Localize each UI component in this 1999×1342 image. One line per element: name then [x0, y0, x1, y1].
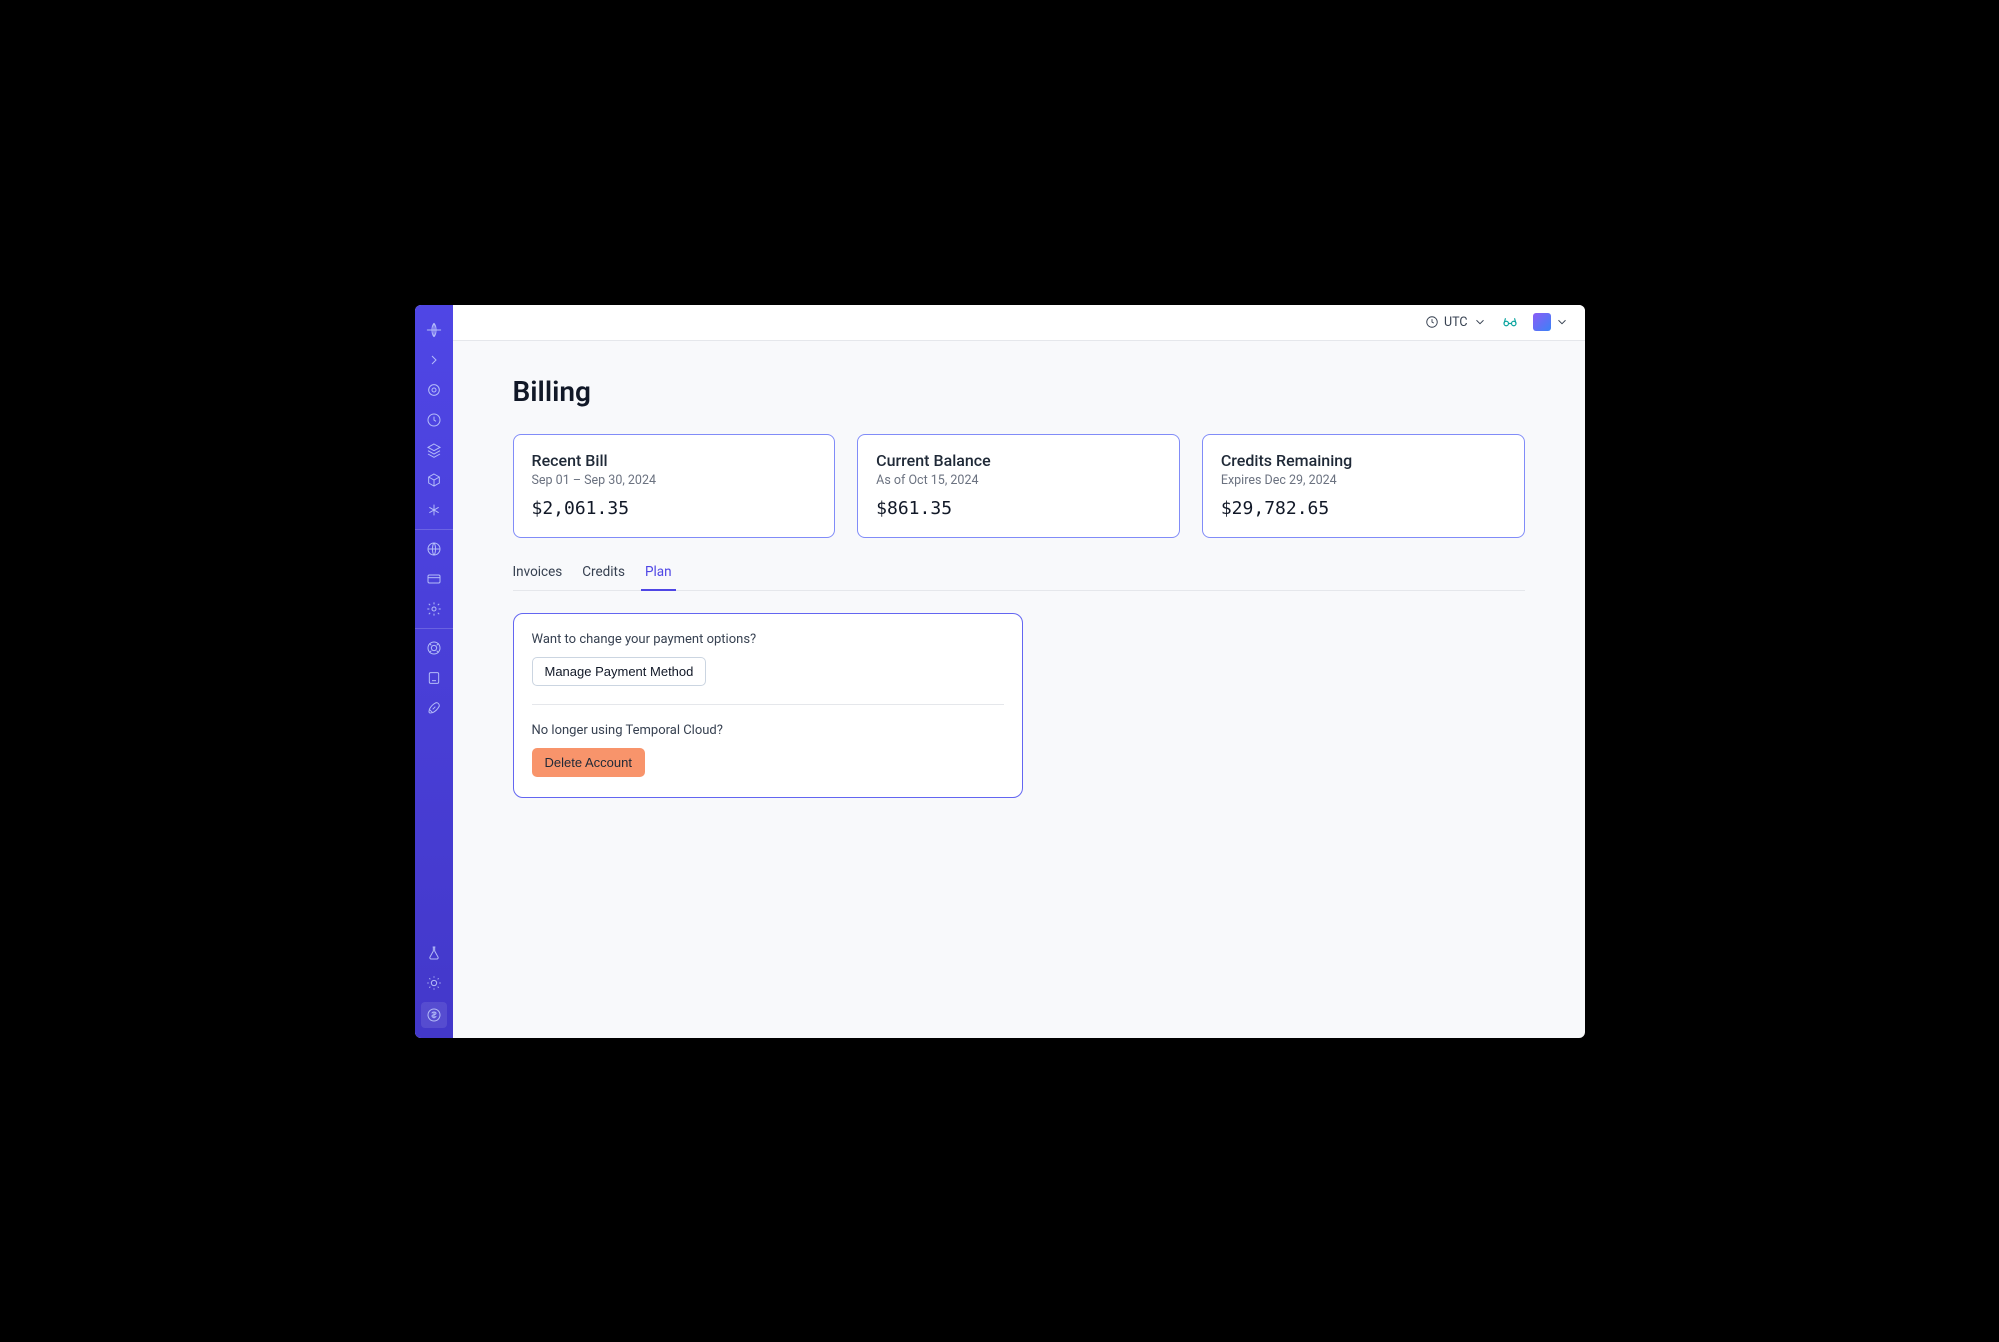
user-menu[interactable] [1533, 313, 1569, 331]
tabs: Invoices Credits Plan [513, 556, 1525, 591]
chevron-right-icon[interactable] [415, 345, 453, 375]
sidebar-divider-2 [415, 628, 453, 629]
card-value: $861.35 [876, 498, 1161, 519]
timezone-label: UTC [1444, 315, 1468, 330]
tab-credits[interactable]: Credits [582, 556, 625, 590]
clock-icon [1425, 315, 1439, 329]
clock-icon[interactable] [415, 405, 453, 435]
target-icon[interactable] [415, 375, 453, 405]
flask-icon[interactable] [415, 938, 453, 968]
payment-question-text: Want to change your payment options? [532, 632, 1004, 647]
manage-payment-button[interactable]: Manage Payment Method [532, 657, 707, 686]
card-recent-bill: Recent Bill Sep 01 – Sep 30, 2024 $2,061… [513, 434, 836, 538]
card-title: Current Balance [876, 451, 1161, 470]
asterisk-icon[interactable] [415, 495, 453, 525]
card-subtitle: Sep 01 – Sep 30, 2024 [532, 473, 817, 488]
glasses-icon[interactable] [1501, 313, 1519, 331]
card-title: Recent Bill [532, 451, 817, 470]
credit-card-icon[interactable] [415, 564, 453, 594]
tab-invoices[interactable]: Invoices [513, 556, 563, 590]
rocket-icon[interactable] [415, 693, 453, 723]
sidebar-divider [415, 529, 453, 530]
chevron-down-icon [1555, 315, 1569, 329]
logo-icon[interactable] [415, 315, 453, 345]
cube-icon[interactable] [415, 465, 453, 495]
book-icon[interactable] [415, 663, 453, 693]
plan-panel: Want to change your payment options? Man… [513, 613, 1023, 798]
tab-plan[interactable]: Plan [645, 556, 672, 590]
delete-account-button[interactable]: Delete Account [532, 748, 645, 777]
topbar: UTC [453, 305, 1585, 341]
lifebuoy-icon[interactable] [415, 633, 453, 663]
card-credits-remaining: Credits Remaining Expires Dec 29, 2024 $… [1202, 434, 1525, 538]
timezone-selector[interactable]: UTC [1425, 315, 1487, 330]
sidebar [415, 305, 453, 1038]
avatar [1533, 313, 1551, 331]
gear-icon[interactable] [415, 594, 453, 624]
card-subtitle: Expires Dec 29, 2024 [1221, 473, 1506, 488]
plan-divider [532, 704, 1004, 705]
globe-icon[interactable] [415, 534, 453, 564]
card-value: $29,782.65 [1221, 498, 1506, 519]
card-value: $2,061.35 [532, 498, 817, 519]
card-title: Credits Remaining [1221, 451, 1506, 470]
card-subtitle: As of Oct 15, 2024 [876, 473, 1161, 488]
dollar-icon[interactable] [421, 1002, 447, 1028]
content: Billing Recent Bill Sep 01 – Sep 30, 202… [453, 341, 1585, 1038]
app-frame: UTC Billing Recent Bill Sep 01 – Sep 30,… [415, 305, 1585, 1038]
main-area: UTC Billing Recent Bill Sep 01 – Sep 30,… [453, 305, 1585, 1038]
chevron-down-icon [1473, 315, 1487, 329]
sun-icon[interactable] [415, 968, 453, 998]
summary-cards: Recent Bill Sep 01 – Sep 30, 2024 $2,061… [513, 434, 1525, 538]
layers-icon[interactable] [415, 435, 453, 465]
card-current-balance: Current Balance As of Oct 15, 2024 $861.… [857, 434, 1180, 538]
page-title: Billing [513, 375, 1525, 408]
delete-question-text: No longer using Temporal Cloud? [532, 723, 1004, 738]
